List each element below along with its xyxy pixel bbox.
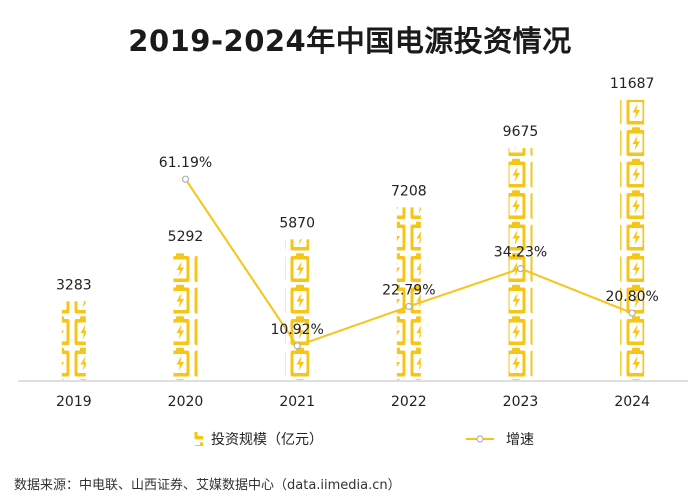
rate-point-2024 bbox=[628, 309, 636, 317]
legend-bar-swatch bbox=[191, 432, 203, 446]
rate-point-2020 bbox=[181, 175, 190, 183]
bar-value-label-2023: 9675 bbox=[503, 124, 539, 140]
legend: 投资规模（亿元） 增速 bbox=[191, 432, 534, 448]
x-tick-label-2023: 2023 bbox=[503, 394, 539, 410]
bar-2022 bbox=[396, 207, 421, 380]
source-note: 数据来源：中电联、山西证券、艾媒数据中心（data.iimedia.cn） bbox=[14, 478, 401, 493]
bar-value-label-2019: 3283 bbox=[56, 277, 92, 293]
rate-label-2020: 61.19% bbox=[159, 155, 212, 171]
x-tick-label-2022: 2022 bbox=[391, 394, 427, 410]
bar-2023 bbox=[508, 148, 533, 380]
x-tick-label-2024: 2024 bbox=[614, 394, 650, 410]
rate-line-layer: 61.19% 10.92% 22.79% 34.23% 20.80% bbox=[159, 155, 659, 350]
bar-2019 bbox=[61, 301, 86, 380]
bar-value-label-2024: 11687 bbox=[610, 76, 655, 92]
rate-label-2023: 34.23% bbox=[494, 245, 547, 261]
x-tick-labels: 2019 2020 2021 2022 2023 2024 bbox=[56, 394, 650, 410]
legend-line-marker bbox=[476, 435, 484, 443]
bar-value-label-2020: 5292 bbox=[168, 229, 204, 245]
x-tick-label-2021: 2021 bbox=[279, 394, 315, 410]
rate-label-2024: 20.80% bbox=[605, 289, 658, 305]
bar-value-label-2022: 7208 bbox=[391, 183, 427, 199]
bar-2021 bbox=[285, 239, 310, 380]
rate-point-2022 bbox=[405, 302, 413, 311]
legend-item-bar: 投资规模（亿元） bbox=[191, 432, 323, 448]
rate-point-2023 bbox=[516, 264, 525, 273]
bar-2020 bbox=[173, 253, 198, 380]
x-tick-label-2020: 2020 bbox=[168, 394, 204, 410]
rate-point-2021 bbox=[293, 342, 301, 350]
bar-value-label-2021: 5870 bbox=[279, 215, 315, 231]
legend-bar-label: 投资规模（亿元） bbox=[211, 432, 323, 448]
legend-item-line: 增速 bbox=[466, 432, 534, 448]
rate-label-2021: 10.92% bbox=[270, 322, 323, 338]
rate-label-2022: 22.79% bbox=[382, 282, 435, 298]
chart-title: 2019-2024年中国电源投资情况 bbox=[128, 24, 572, 58]
bar-2024 bbox=[620, 100, 645, 380]
legend-line-label: 增速 bbox=[506, 432, 534, 448]
bars-layer: 3283 5292 5870 7208 9675 11687 bbox=[56, 76, 654, 380]
x-tick-label-2019: 2019 bbox=[56, 394, 92, 410]
